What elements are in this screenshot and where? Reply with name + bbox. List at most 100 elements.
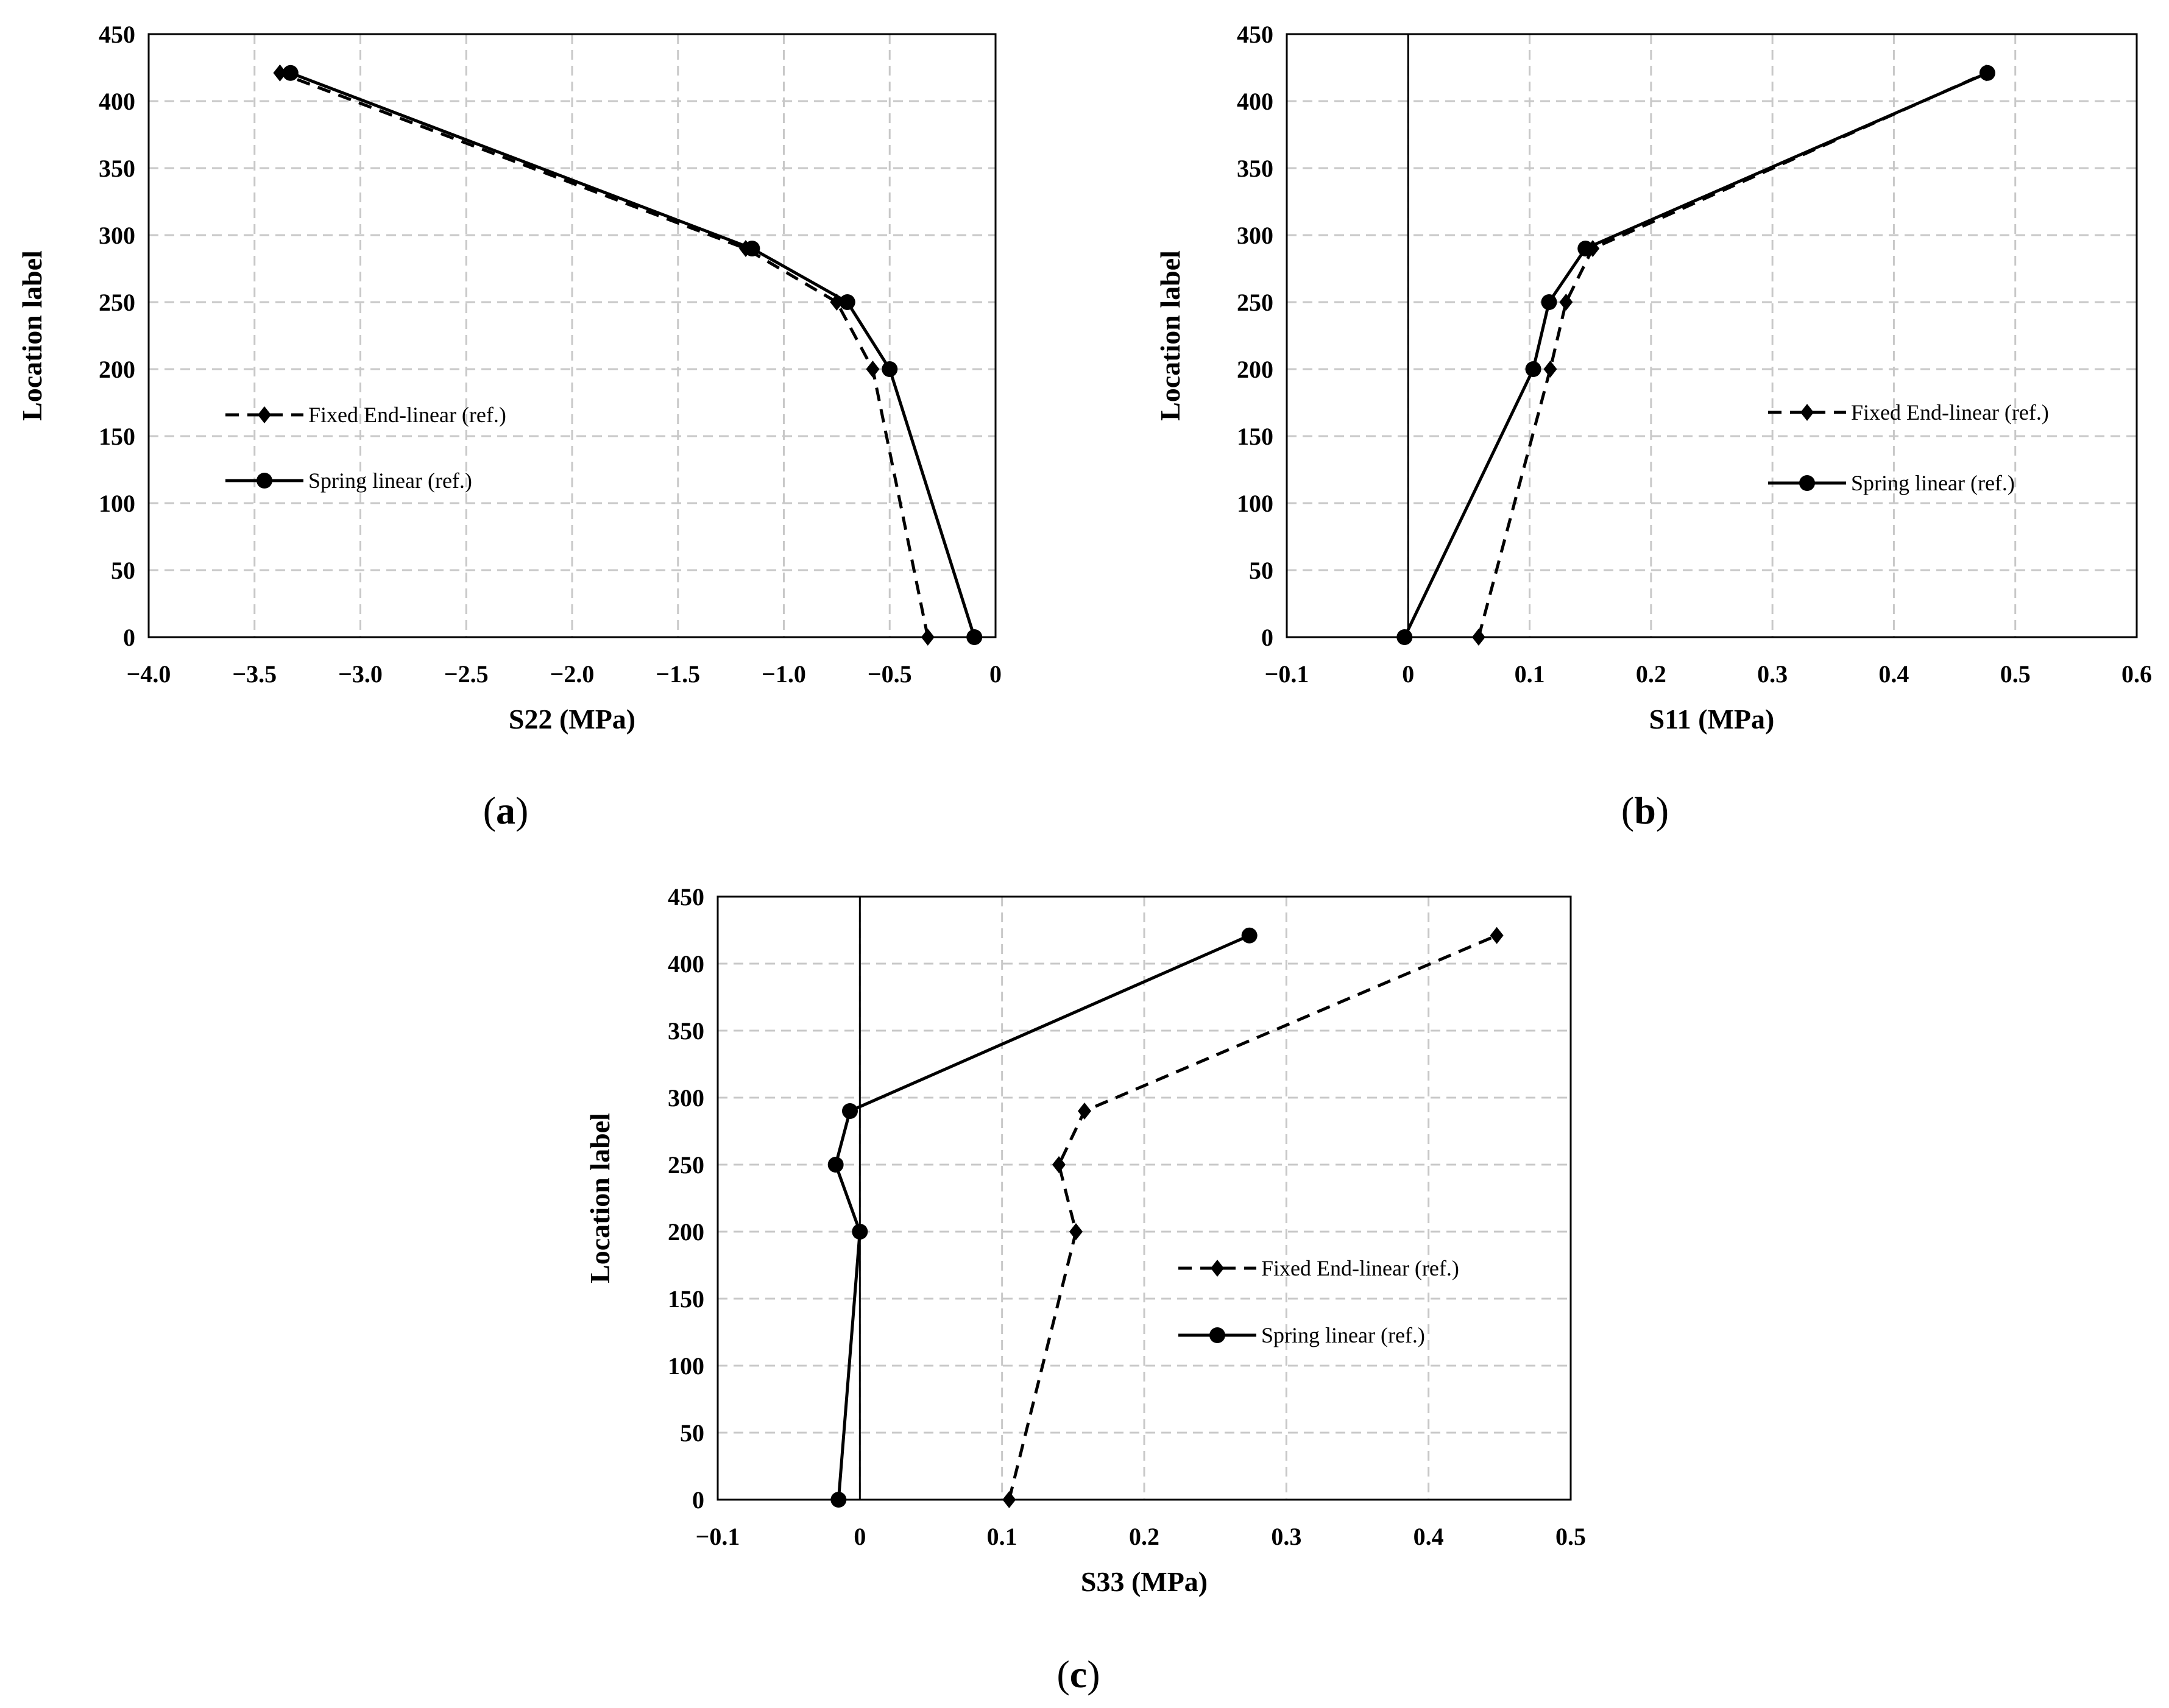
data-point-diamond bbox=[1069, 1223, 1083, 1240]
legend-label: Spring linear (ref.) bbox=[1851, 471, 2015, 495]
series-line bbox=[1477, 71, 1987, 638]
chart-panel-c: −0.1 0 0.1 0.2 0.3 0.4 0.5 0 50 100 150 200 250 300 35… bbox=[584, 883, 1586, 1696]
x-tick-label: −0.1 bbox=[1265, 660, 1309, 688]
y-tick-label: 350 bbox=[668, 1017, 704, 1045]
data-point-circle bbox=[882, 361, 898, 377]
x-tick-label: 0 bbox=[989, 660, 1002, 688]
y-tick-label: 250 bbox=[1237, 289, 1273, 316]
y-tick-label: 400 bbox=[99, 88, 135, 115]
chart-panel-b: −0.1 0 0.1 0.2 0.3 0.4 0.5 0.6 0 50 100 150 200 250 30… bbox=[1155, 21, 2152, 832]
legend-marker-circle bbox=[257, 473, 272, 489]
panel-label: (b) bbox=[1621, 789, 1669, 832]
x-tick-label: −4.0 bbox=[127, 660, 171, 688]
x-tick-label: −1.0 bbox=[762, 660, 806, 688]
data-point-circle bbox=[839, 294, 855, 310]
legend-label: Fixed End-linear (ref.) bbox=[308, 403, 506, 427]
data-point-circle bbox=[1541, 294, 1557, 310]
legend-label: Fixed End-linear (ref.) bbox=[1851, 400, 2049, 425]
data-point-circle bbox=[827, 1157, 844, 1173]
y-tick-label: 450 bbox=[99, 21, 135, 48]
series-line bbox=[1403, 71, 1988, 638]
plot-frame bbox=[717, 895, 1572, 1501]
y-tick-label: 250 bbox=[668, 1151, 704, 1179]
legend-marker-diamond bbox=[1211, 1260, 1224, 1277]
series-line bbox=[279, 71, 930, 638]
y-tick-label: 150 bbox=[99, 423, 135, 450]
data-point-circle bbox=[1525, 361, 1541, 377]
y-tick-label: 400 bbox=[668, 950, 704, 978]
x-tick-label: 0.5 bbox=[2000, 660, 2031, 688]
y-tick-label: 250 bbox=[99, 289, 135, 316]
y-tick-label: 450 bbox=[668, 883, 704, 911]
x-tick-label: −0.1 bbox=[696, 1523, 740, 1550]
x-tick-label: 0.3 bbox=[1271, 1523, 1301, 1550]
x-tick-label: −1.5 bbox=[656, 660, 700, 688]
y-tick-label: 0 bbox=[123, 624, 135, 651]
y-tick-label: 450 bbox=[1237, 21, 1273, 48]
x-tick-label: 0 bbox=[1402, 660, 1414, 688]
y-tick-label: 50 bbox=[680, 1419, 704, 1447]
plot-frame bbox=[1286, 33, 2138, 638]
legend-marker-circle bbox=[1209, 1327, 1225, 1343]
data-point-circle bbox=[1396, 629, 1413, 645]
data-point-circle bbox=[1577, 241, 1594, 256]
y-tick-label: 100 bbox=[99, 490, 135, 517]
x-tick-label: 0.1 bbox=[987, 1523, 1017, 1550]
x-tick-label: −0.5 bbox=[868, 660, 912, 688]
data-point-circle bbox=[966, 629, 983, 645]
data-point-circle bbox=[1979, 65, 1995, 81]
data-point-circle bbox=[842, 1103, 858, 1119]
y-tick-label: 50 bbox=[111, 557, 135, 584]
x-tick-label: −2.0 bbox=[550, 660, 595, 688]
series-line bbox=[834, 934, 1250, 1500]
y-axis-title: Location label bbox=[16, 250, 48, 421]
data-point-diamond bbox=[1002, 1491, 1016, 1508]
x-tick-label: 0.6 bbox=[2121, 660, 2152, 688]
data-point-diamond bbox=[1471, 629, 1485, 646]
data-point-diamond bbox=[1559, 294, 1573, 311]
legend-marker-circle bbox=[1799, 475, 1815, 491]
y-axis-title: Location label bbox=[584, 1113, 615, 1283]
legend-marker-diamond bbox=[1800, 404, 1814, 421]
legend-label: Fixed End-linear (ref.) bbox=[1261, 1256, 1459, 1280]
x-axis-title: S33 (MPa) bbox=[1081, 1566, 1208, 1597]
y-tick-label: 200 bbox=[668, 1218, 704, 1246]
x-tick-label: 0.2 bbox=[1636, 660, 1666, 688]
plot-frame bbox=[147, 33, 997, 638]
data-point-diamond bbox=[1490, 926, 1504, 944]
data-point-diamond bbox=[273, 64, 287, 82]
y-tick-label: 150 bbox=[1237, 423, 1273, 450]
data-point-circle bbox=[744, 241, 760, 256]
data-point-circle bbox=[1241, 927, 1258, 944]
legend-label: Spring linear (ref.) bbox=[308, 468, 472, 493]
x-tick-label: 0.1 bbox=[1515, 660, 1545, 688]
x-tick-label: 0.3 bbox=[1757, 660, 1788, 688]
y-axis-title: Location label bbox=[1155, 250, 1186, 421]
data-point-diamond bbox=[921, 629, 935, 646]
y-tick-label: 0 bbox=[692, 1486, 704, 1514]
y-tick-label: 300 bbox=[99, 222, 135, 249]
data-point-diamond bbox=[1052, 1156, 1066, 1173]
y-tick-label: 200 bbox=[99, 356, 135, 383]
y-tick-label: 300 bbox=[668, 1084, 704, 1112]
chart-panel-a: −4.0 −3.5 −3.0 −2.5 −2.0 −1.5 −1.0 −0.5 0 0 50 100 1… bbox=[16, 21, 1002, 832]
x-tick-label: −2.5 bbox=[444, 660, 489, 688]
y-tick-label: 100 bbox=[668, 1352, 704, 1380]
data-point-diamond bbox=[1543, 361, 1557, 378]
y-tick-label: 200 bbox=[1237, 356, 1273, 383]
x-tick-label: −3.5 bbox=[232, 660, 277, 688]
data-point-diamond bbox=[866, 361, 880, 378]
x-tick-label: −3.0 bbox=[338, 660, 383, 688]
y-tick-label: 350 bbox=[99, 155, 135, 182]
y-tick-label: 300 bbox=[1237, 222, 1273, 249]
y-tick-label: 50 bbox=[1249, 557, 1273, 584]
x-tick-label: 0 bbox=[854, 1523, 866, 1550]
y-tick-label: 100 bbox=[1237, 490, 1273, 517]
x-tick-label: 0.2 bbox=[1129, 1523, 1159, 1550]
legend-marker-diamond bbox=[258, 406, 271, 423]
x-axis-title: S11 (MPa) bbox=[1649, 704, 1775, 735]
y-tick-label: 350 bbox=[1237, 155, 1273, 182]
legend-label: Spring linear (ref.) bbox=[1261, 1323, 1425, 1347]
